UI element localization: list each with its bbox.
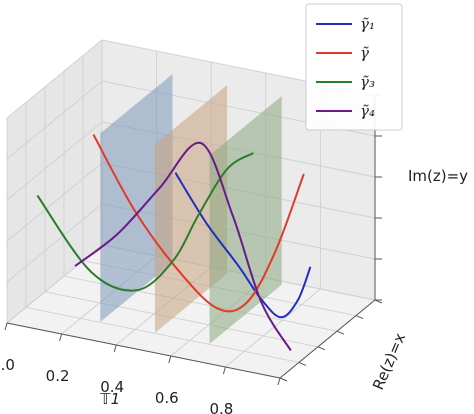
x-tick-label: 0.8 [209,400,233,414]
y-tick-mark [355,315,364,320]
y-tick-mark [298,361,307,366]
y-tick-mark [317,346,326,351]
x-tick-label: 0.0 [0,356,15,374]
vertical-plane-1 [100,74,173,322]
x-tick-mark [4,322,8,331]
x-tick-mark [277,377,281,386]
vertical-plane-2 [154,85,228,333]
legend-label: γ̃₃ [360,73,375,91]
grid-line [25,306,300,363]
x-tick-mark [59,333,63,342]
grid-line [225,288,321,368]
y-tick-mark [279,377,288,382]
grid-line [6,80,103,160]
side-pane [7,40,102,323]
legend-box [305,3,403,131]
x-tick-label: 1.0 [264,411,288,414]
series-line-3 [36,152,254,292]
legend-label: γ̃ [360,44,369,62]
x-tick-mark [222,366,226,375]
series-lines [36,134,312,352]
grid-line [6,203,103,283]
grid-line [6,39,103,119]
x-axis-ticks: 0.0 0.2 0.4 0.6 0.8 1.0 [0,322,288,414]
legend-label: γ̃₄ [360,102,375,120]
series-line-2 [92,134,305,313]
x-tick-label: 0.2 [46,367,70,385]
vertical-plane-3 [209,96,282,344]
x-tick-label: 0.6 [155,389,179,407]
grid-line [6,121,103,201]
x-tick-mark [113,344,117,353]
series-line-4 [74,141,292,352]
legend-label: γ̃₁ [360,15,375,33]
grid-line [44,291,319,348]
x-tick-mark [168,355,172,364]
x-axis-overlay-text: 𝕋1 [99,390,120,408]
grid-line [6,162,103,242]
y-axis-edge [279,299,376,379]
legend: γ̃₁ γ̃ γ̃₃ γ̃₄ [305,3,403,131]
y-axis-label: Re(z)=x [369,330,409,392]
vertical-planes [100,74,282,344]
y-tick-mark [336,330,345,335]
x-tick-label: 0.4 [100,378,124,396]
x-axis-edge [6,322,281,379]
y-tick-mark [374,299,383,304]
z-axis-label: Im(z)=y [408,167,468,185]
